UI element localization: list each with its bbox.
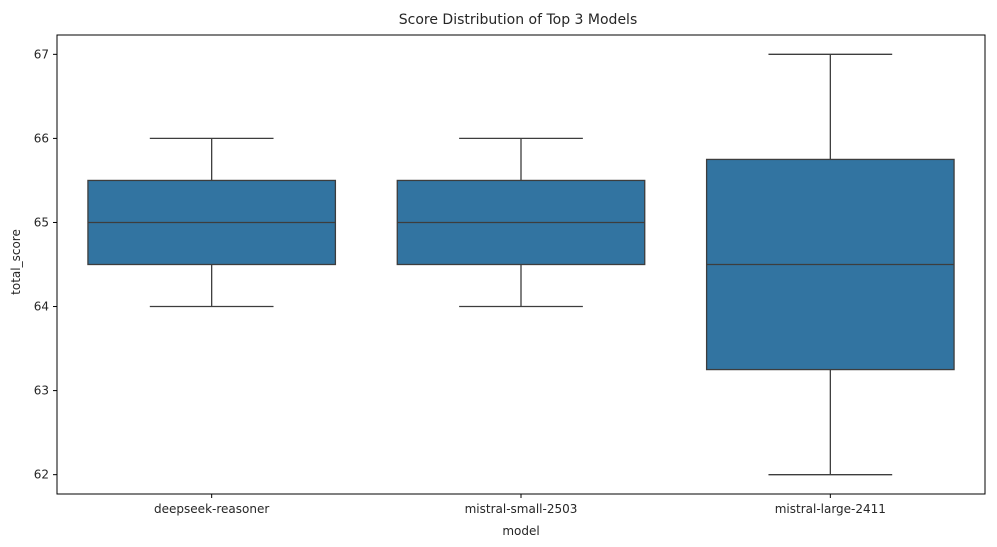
y-tick-label: 65 [34, 215, 49, 229]
x-axis-label: model [502, 524, 539, 538]
y-tick-label: 66 [34, 131, 49, 145]
x-tick-label: mistral-large-2411 [775, 502, 886, 516]
y-tick-label: 63 [34, 384, 49, 398]
x-tick-label: deepseek-reasoner [154, 502, 269, 516]
x-tick-label: mistral-small-2503 [465, 502, 578, 516]
y-axis-label: total_score [9, 229, 23, 295]
y-tick-label: 67 [34, 47, 49, 61]
plot-area: 62 63 64 65 66 67 deepseek-reasoner mistral-sma… [34, 34, 986, 516]
y-tick-label: 62 [34, 468, 49, 482]
y-tick-label: 64 [34, 300, 49, 314]
chart-title: Score Distribution of Top 3 Models [399, 12, 638, 28]
